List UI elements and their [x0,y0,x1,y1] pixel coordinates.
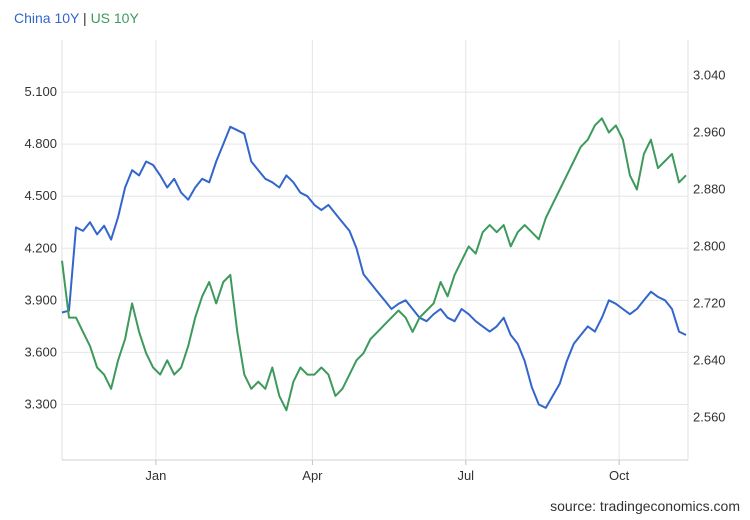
right-axis-tick-label: 3.040 [693,68,726,83]
axes: 5.100 4.800 4.500 4.200 3.900 3.600 3.300 3.040… [24,68,725,483]
left-axis-tick-label: 4.500 [24,188,57,203]
x-axis-tick-label: Oct [609,468,630,483]
left-axis-tick-label: 4.800 [24,136,57,151]
right-axis-tick-label: 2.800 [693,238,726,253]
legend-china-10y[interactable]: China 10Y [14,10,80,26]
grid [61,40,689,465]
right-axis-tick-label: 2.880 [693,181,726,196]
x-axis-tick-label: Apr [302,468,323,483]
legend-separator: | [83,10,87,26]
legend-us-10y[interactable]: US 10Y [90,10,139,26]
x-axis-tick-label: Jan [145,468,166,483]
left-axis-tick-label: 3.600 [24,344,57,359]
chart-legend: China 10Y | US 10Y [14,10,139,26]
source-note: source: tradingeconomics.com [550,498,740,514]
left-axis-tick-label: 4.200 [24,240,57,255]
right-axis-tick-label: 2.720 [693,295,726,310]
line-chart: 5.100 4.800 4.500 4.200 3.900 3.600 3.300 3.040… [24,40,726,483]
left-axis-tick-label: 5.100 [24,84,57,99]
series-lines [61,117,687,412]
x-axis-tick-label: Jul [457,468,474,483]
left-axis-tick-label: 3.300 [24,396,57,411]
right-axis-tick-label: 2.560 [693,409,726,424]
series-line-china-10y[interactable] [61,125,687,409]
right-axis-tick-label: 2.640 [693,352,726,367]
series-line-us-10y[interactable] [61,117,687,412]
right-axis-tick-label: 2.960 [693,125,726,140]
left-axis-tick-label: 3.900 [24,292,57,307]
